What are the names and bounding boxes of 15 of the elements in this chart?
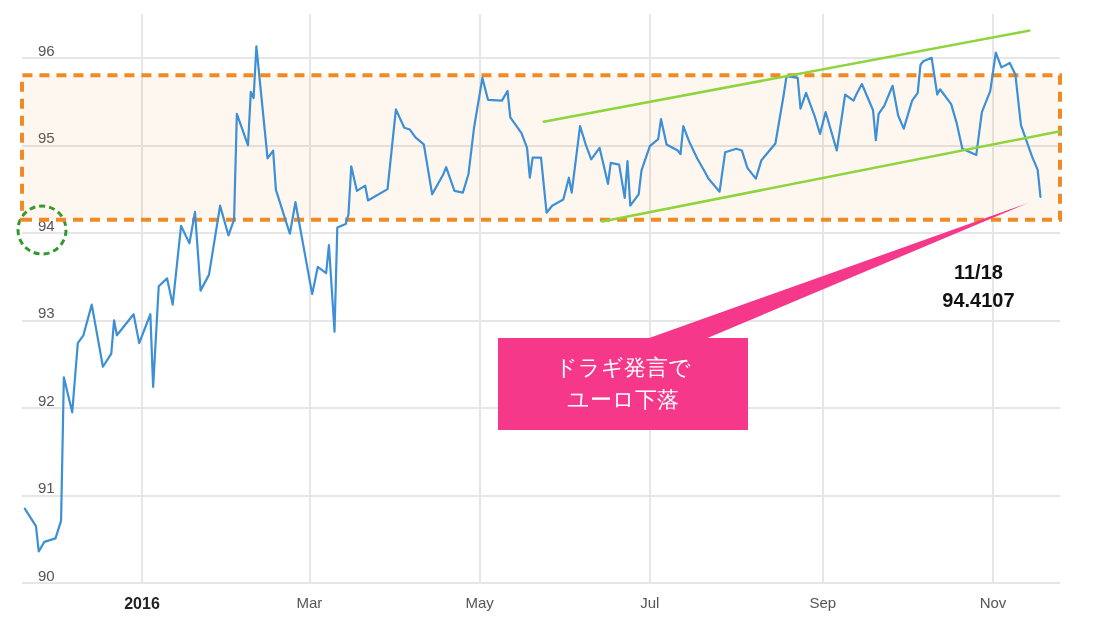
y-tick-label: 96: [38, 41, 55, 59]
x-tick-label: May: [465, 594, 495, 611]
y-tick-label: 94: [38, 216, 55, 234]
y-tick-label: 90: [38, 567, 55, 584]
y-tick-label: 92: [38, 391, 55, 409]
y-tick-label: 93: [38, 304, 55, 322]
annotation: 11/18 94.4107: [941, 259, 1016, 313]
y-tick-label: 91: [38, 479, 55, 497]
x-tick-label: Sep: [809, 594, 837, 611]
x-tick-label: Jul: [640, 594, 660, 611]
x-tick-label: Nov: [979, 594, 1007, 611]
annotation: ドラギ発言でユーロ下落: [555, 353, 692, 414]
x-tick-label: Mar: [296, 594, 323, 611]
x-tick-label: 2016: [124, 594, 160, 612]
y-tick-label: 95: [38, 129, 55, 147]
